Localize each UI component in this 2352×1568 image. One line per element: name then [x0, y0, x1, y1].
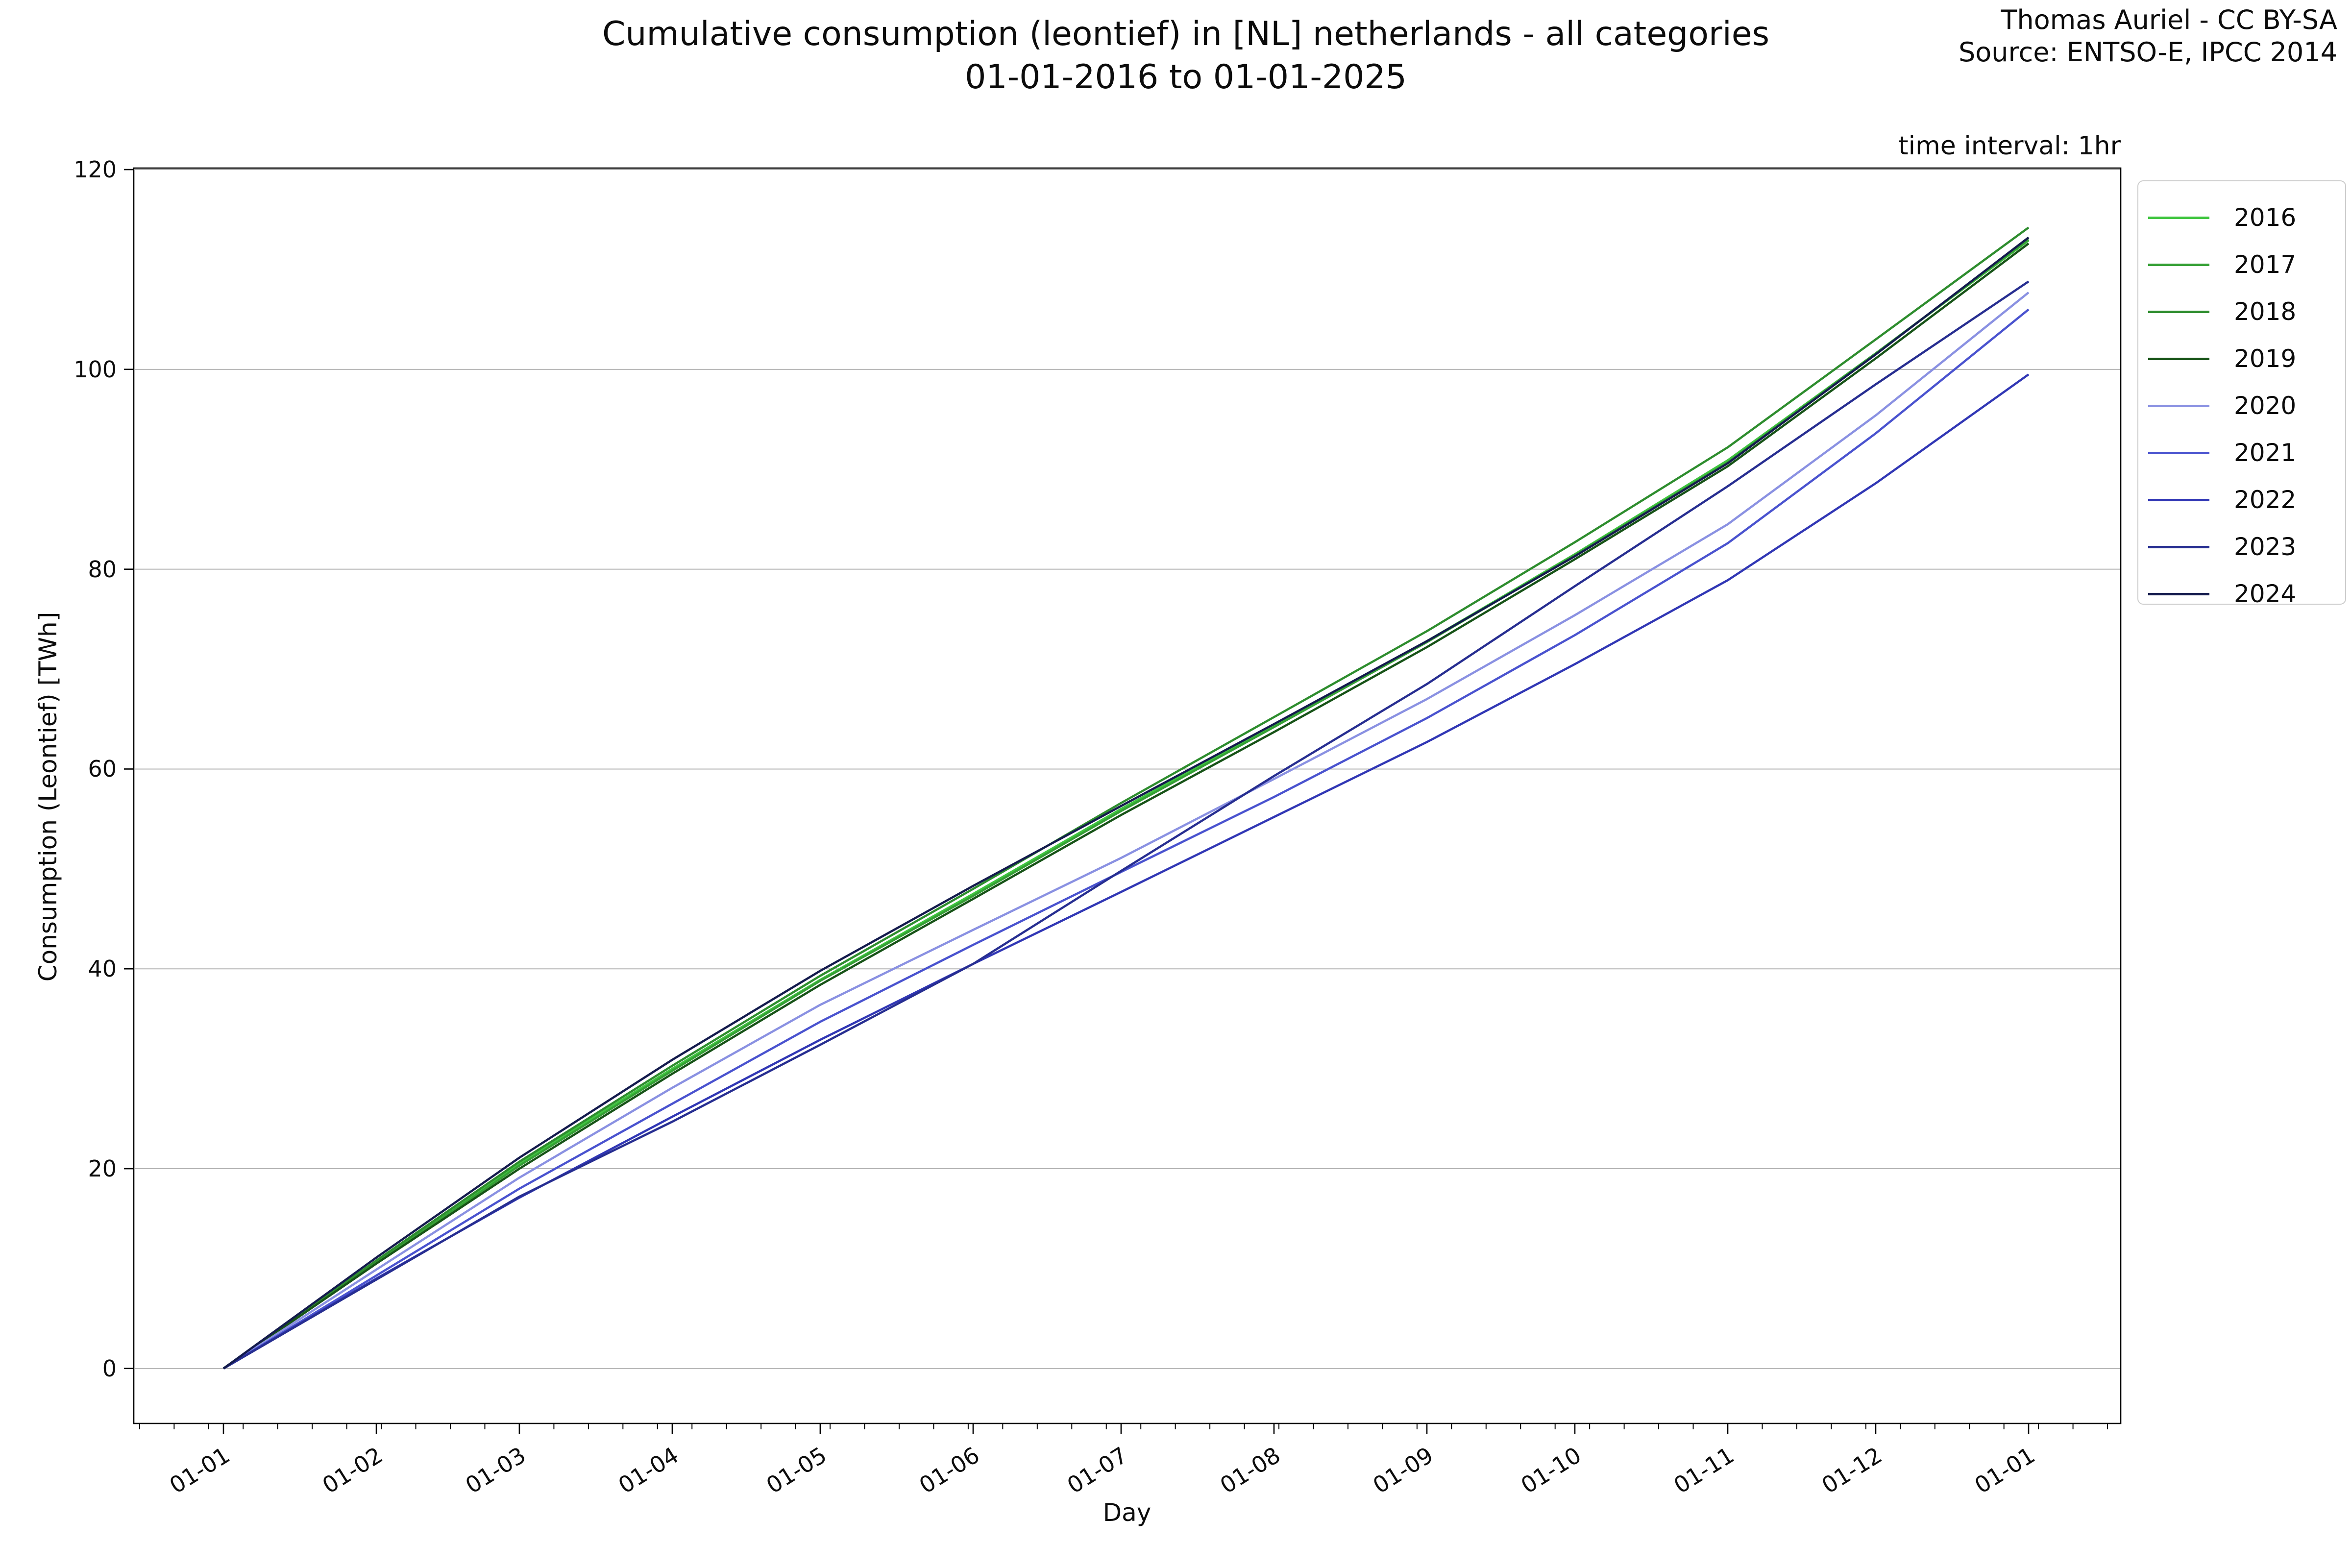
y-tick-label-0: 0	[102, 1355, 117, 1382]
legend-item-2016: 2016	[2148, 194, 2345, 241]
series-line-2018	[222, 226, 2030, 1370]
legend-label-2016: 2016	[2234, 203, 2297, 232]
legend-item-2022: 2022	[2148, 476, 2345, 523]
chart-title-line1: Cumulative consumption (leontief) in [NL…	[602, 15, 1770, 53]
legend-line-sample-2023	[2148, 545, 2209, 548]
legend-label-2023: 2023	[2234, 533, 2297, 561]
y-tick-label-80: 80	[88, 556, 117, 583]
legend-item-2024: 2024	[2148, 570, 2345, 617]
time-interval-annotation: time interval: 1hr	[1898, 131, 2121, 161]
legend: 2016 2017 2018 2019 2020 2021 2022 2023 2024	[2137, 180, 2346, 608]
series-line-2020	[222, 292, 2030, 1370]
y-tick-label-40: 40	[88, 956, 117, 982]
y-tick-label-60: 60	[88, 756, 117, 783]
legend-line-sample-2018	[2148, 310, 2209, 313]
credit-source: Source: ENTSO-E, IPCC 2014	[1958, 37, 2337, 68]
legend-item-2019: 2019	[2148, 335, 2345, 382]
credit-author: Thomas Auriel - CC BY-SA	[2001, 4, 2337, 35]
legend-line-sample-2017	[2148, 263, 2209, 266]
legend-line-sample-2019	[2148, 357, 2209, 360]
legend-line-sample-2024	[2148, 592, 2209, 595]
legend-label-2020: 2020	[2234, 392, 2297, 420]
chart-title-line2: 01-01-2016 to 01-01-2025	[965, 58, 1407, 97]
series-line-2023	[222, 280, 2030, 1370]
y-tick-label-20: 20	[88, 1155, 117, 1182]
legend-line-sample-2021	[2148, 451, 2209, 454]
credit-text: Thomas Auriel - CC BY-SA Source: ENTSO-E…	[1651, 4, 2337, 69]
series-line-2022	[222, 373, 2030, 1370]
legend-item-2017: 2017	[2148, 241, 2345, 288]
legend-label-2022: 2022	[2234, 486, 2297, 514]
legend-label-2019: 2019	[2234, 344, 2297, 373]
series-line-2019	[222, 243, 2030, 1370]
y-tick-label-100: 100	[74, 356, 117, 383]
legend-label-2018: 2018	[2234, 297, 2297, 326]
plot-frame	[133, 167, 2122, 1424]
y-axis-label: Consumption (Leontief) [TWh]	[34, 612, 62, 982]
legend-item-2018: 2018	[2148, 288, 2345, 335]
legend-label-2024: 2024	[2234, 580, 2297, 608]
chart-title: Cumulative consumption (leontief) in [NL…	[0, 13, 2352, 99]
legend-label-2017: 2017	[2234, 250, 2297, 279]
legend-label-2021: 2021	[2234, 439, 2297, 467]
legend-line-sample-2022	[2148, 498, 2209, 501]
series-line-2016	[222, 239, 2030, 1370]
legend-item-2020: 2020	[2148, 382, 2345, 429]
series-line-2024	[222, 236, 2030, 1370]
y-tick-label-120: 120	[74, 156, 117, 183]
x-axis-label: Day	[1102, 1498, 1152, 1527]
legend-line-sample-2016	[2148, 216, 2209, 219]
series-line-2021	[222, 308, 2030, 1370]
legend-item-2021: 2021	[2148, 429, 2345, 476]
legend-line-sample-2020	[2148, 404, 2209, 407]
legend-item-2023: 2023	[2148, 523, 2345, 570]
